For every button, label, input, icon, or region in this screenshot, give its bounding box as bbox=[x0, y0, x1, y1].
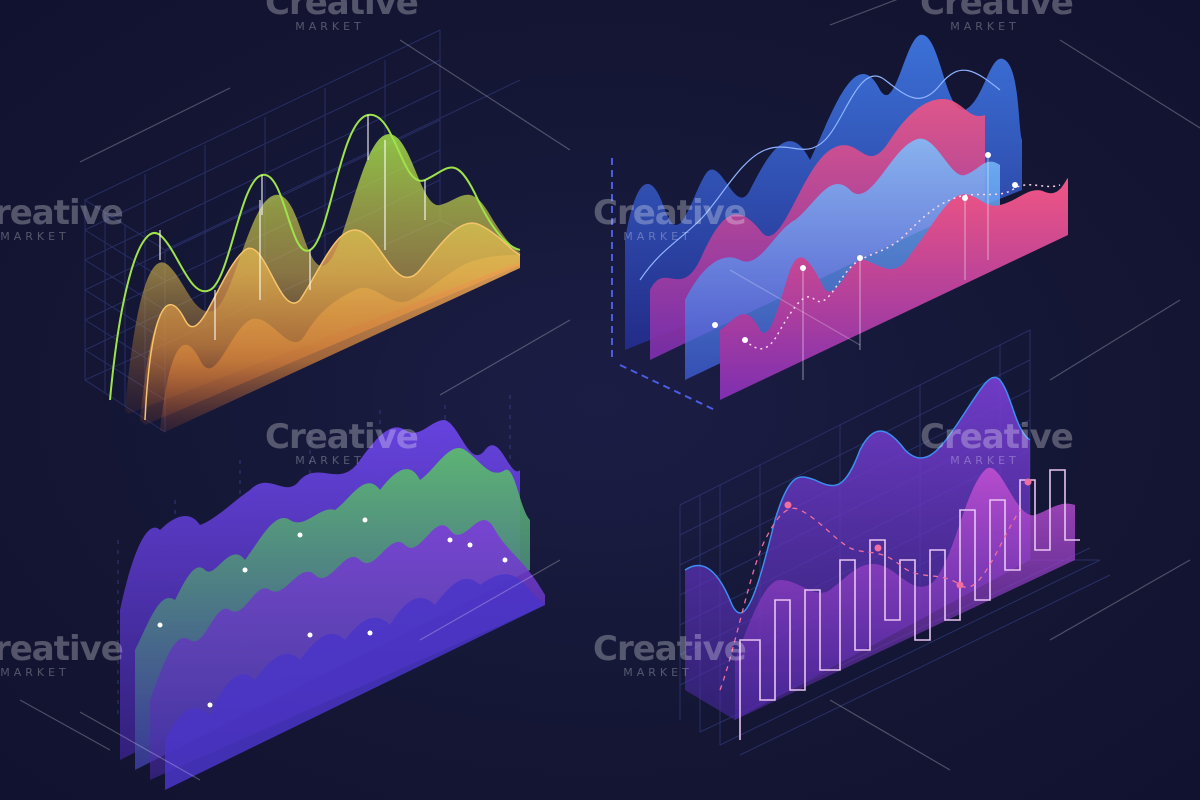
green-wave-top bbox=[109, 113, 521, 401]
bottom-left-markers bbox=[157, 517, 508, 708]
top-right-layered-chart bbox=[611, 34, 1068, 411]
top-left-wave-chart bbox=[84, 29, 521, 433]
bottom-right-markers bbox=[784, 478, 1032, 589]
watermark-lines bbox=[19, 0, 1200, 781]
light-blue-layer bbox=[685, 138, 1000, 380]
thin-line-series bbox=[639, 69, 1001, 281]
bottom-left-mountain-chart bbox=[117, 395, 545, 790]
dashed-trend-line bbox=[719, 507, 1021, 691]
top-left-glow-spikes bbox=[159, 115, 426, 340]
front-pink-layer bbox=[720, 178, 1068, 400]
dashed-axis-x bbox=[619, 364, 716, 411]
green-wave-front bbox=[125, 134, 520, 414]
bottom-right-step-chart bbox=[679, 329, 1111, 756]
dotted-line-series bbox=[744, 184, 1061, 350]
